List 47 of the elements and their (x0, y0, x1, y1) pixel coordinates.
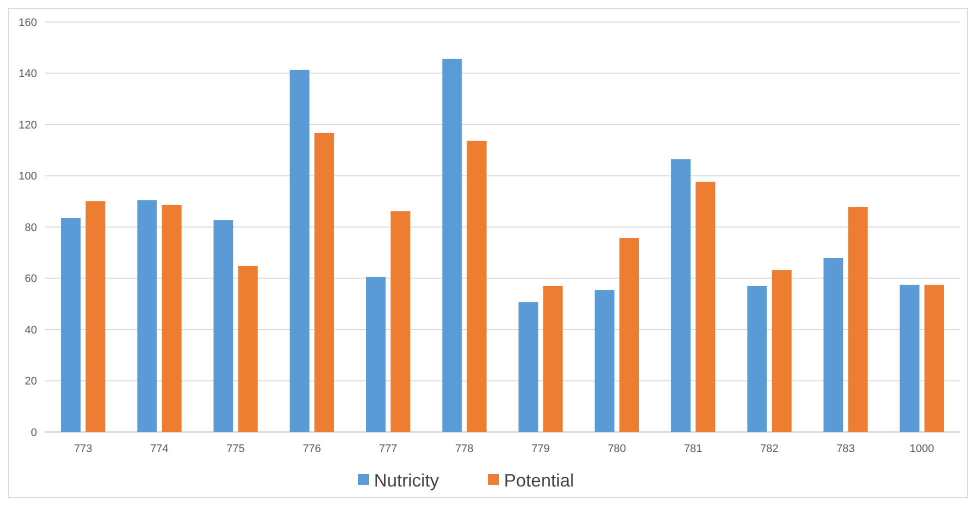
bar (61, 218, 81, 432)
legend-label: Nutricity (374, 470, 440, 490)
x-tick-label: 781 (684, 443, 702, 455)
bar (900, 284, 920, 432)
y-tick-label: 100 (18, 170, 37, 183)
bar (390, 211, 410, 432)
y-tick-label: 120 (18, 119, 37, 132)
bar (696, 182, 716, 432)
bar (594, 290, 614, 432)
x-tick-label: 774 (150, 443, 169, 455)
x-tick-label: 1000 (910, 443, 934, 455)
x-tick-label: 779 (531, 443, 550, 455)
x-tick-label: 777 (378, 443, 398, 455)
y-tick-label: 80 (24, 222, 37, 234)
x-tick-label: 780 (608, 443, 626, 455)
bar (86, 201, 106, 432)
x-tick-label: 775 (226, 443, 245, 455)
bar (518, 302, 538, 432)
y-tick-label: 40 (24, 324, 37, 336)
bar (466, 140, 486, 432)
x-tick-label: 778 (455, 443, 474, 455)
bar (543, 286, 563, 432)
bar (290, 70, 310, 432)
x-tick-label: 783 (836, 443, 855, 455)
bar (747, 286, 767, 432)
legend-label: Potential (504, 470, 574, 490)
bar (238, 266, 258, 432)
y-tick-label: 20 (24, 376, 37, 388)
x-tick-label: 773 (74, 443, 92, 455)
bar (162, 204, 182, 432)
bar (619, 238, 639, 432)
x-tick-label: 782 (760, 443, 779, 455)
bar (671, 159, 691, 432)
bar (214, 220, 234, 432)
y-tick-label: 160 (18, 16, 37, 29)
y-tick-label: 60 (24, 273, 37, 286)
bar (924, 284, 944, 432)
x-tick-label: 776 (302, 443, 322, 455)
y-tick-label: 0 (30, 426, 37, 439)
bar (366, 276, 386, 432)
y-tick-label: 140 (18, 68, 37, 80)
bar (824, 258, 844, 432)
bar (137, 200, 157, 432)
bar (848, 207, 868, 432)
bar (314, 132, 334, 432)
bar (772, 270, 792, 432)
bar (442, 58, 462, 432)
